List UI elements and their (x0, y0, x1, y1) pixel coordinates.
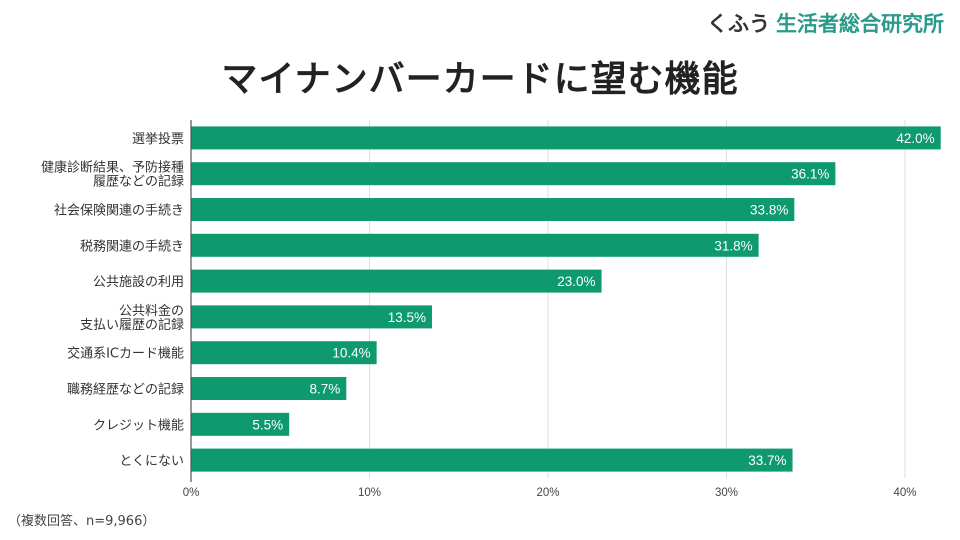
footnote: （複数回答、n=9,966） (8, 514, 156, 529)
bar (191, 412, 290, 436)
bar-value-label: 36.1% (791, 167, 829, 182)
x-tick-label: 0% (183, 487, 200, 499)
brand-prefix: くふう (707, 12, 770, 36)
category-label: 選挙投票 (132, 131, 184, 147)
category-label: 健康診断結果、予防接種 (41, 160, 184, 176)
category-label: 支払い履歴の記録 (80, 317, 184, 333)
brand-name: 生活者総合研究所 (776, 12, 944, 36)
bar-value-label: 8.7% (310, 382, 341, 397)
brand-logo: くふう 生活者総合研究所 (707, 8, 944, 38)
bar (191, 233, 759, 257)
bar-value-label: 23.0% (557, 274, 595, 289)
bar (191, 305, 432, 329)
x-tick-label: 10% (358, 487, 381, 499)
bar-value-label: 13.5% (388, 310, 426, 325)
bar (191, 377, 347, 400)
bar-value-label: 42.0% (896, 131, 934, 146)
category-label: 公共料金の (119, 303, 184, 319)
bar (191, 269, 602, 293)
category-label: 税務関連の手続き (80, 239, 184, 254)
bar-value-label: 5.5% (252, 417, 283, 432)
category-label: クレジット機能 (93, 418, 184, 433)
category-label: 公共施設の利用 (93, 274, 184, 290)
bar-value-label: 33.8% (750, 203, 788, 218)
bar-value-label: 31.8% (714, 238, 752, 253)
bar (191, 162, 836, 186)
x-tick-label: 30% (715, 487, 738, 499)
bar-value-label: 33.7% (748, 453, 786, 468)
category-label: とくにない (119, 454, 184, 469)
category-label: 職務経歴などの記録 (67, 382, 184, 398)
category-label: 交通系ICカード機能 (67, 346, 184, 362)
x-tick-label: 40% (893, 487, 916, 499)
chart-title: マイナンバーカードに望む機能 (221, 59, 739, 100)
bar-value-label: 10.4% (332, 346, 370, 361)
bar (191, 198, 795, 221)
category-label: 社会保険関連の手続き (54, 203, 184, 219)
bar (191, 126, 941, 150)
category-label: 履歴などの記録 (93, 174, 184, 190)
x-tick-label: 20% (536, 487, 559, 499)
bar (191, 341, 377, 365)
bar (191, 448, 793, 472)
